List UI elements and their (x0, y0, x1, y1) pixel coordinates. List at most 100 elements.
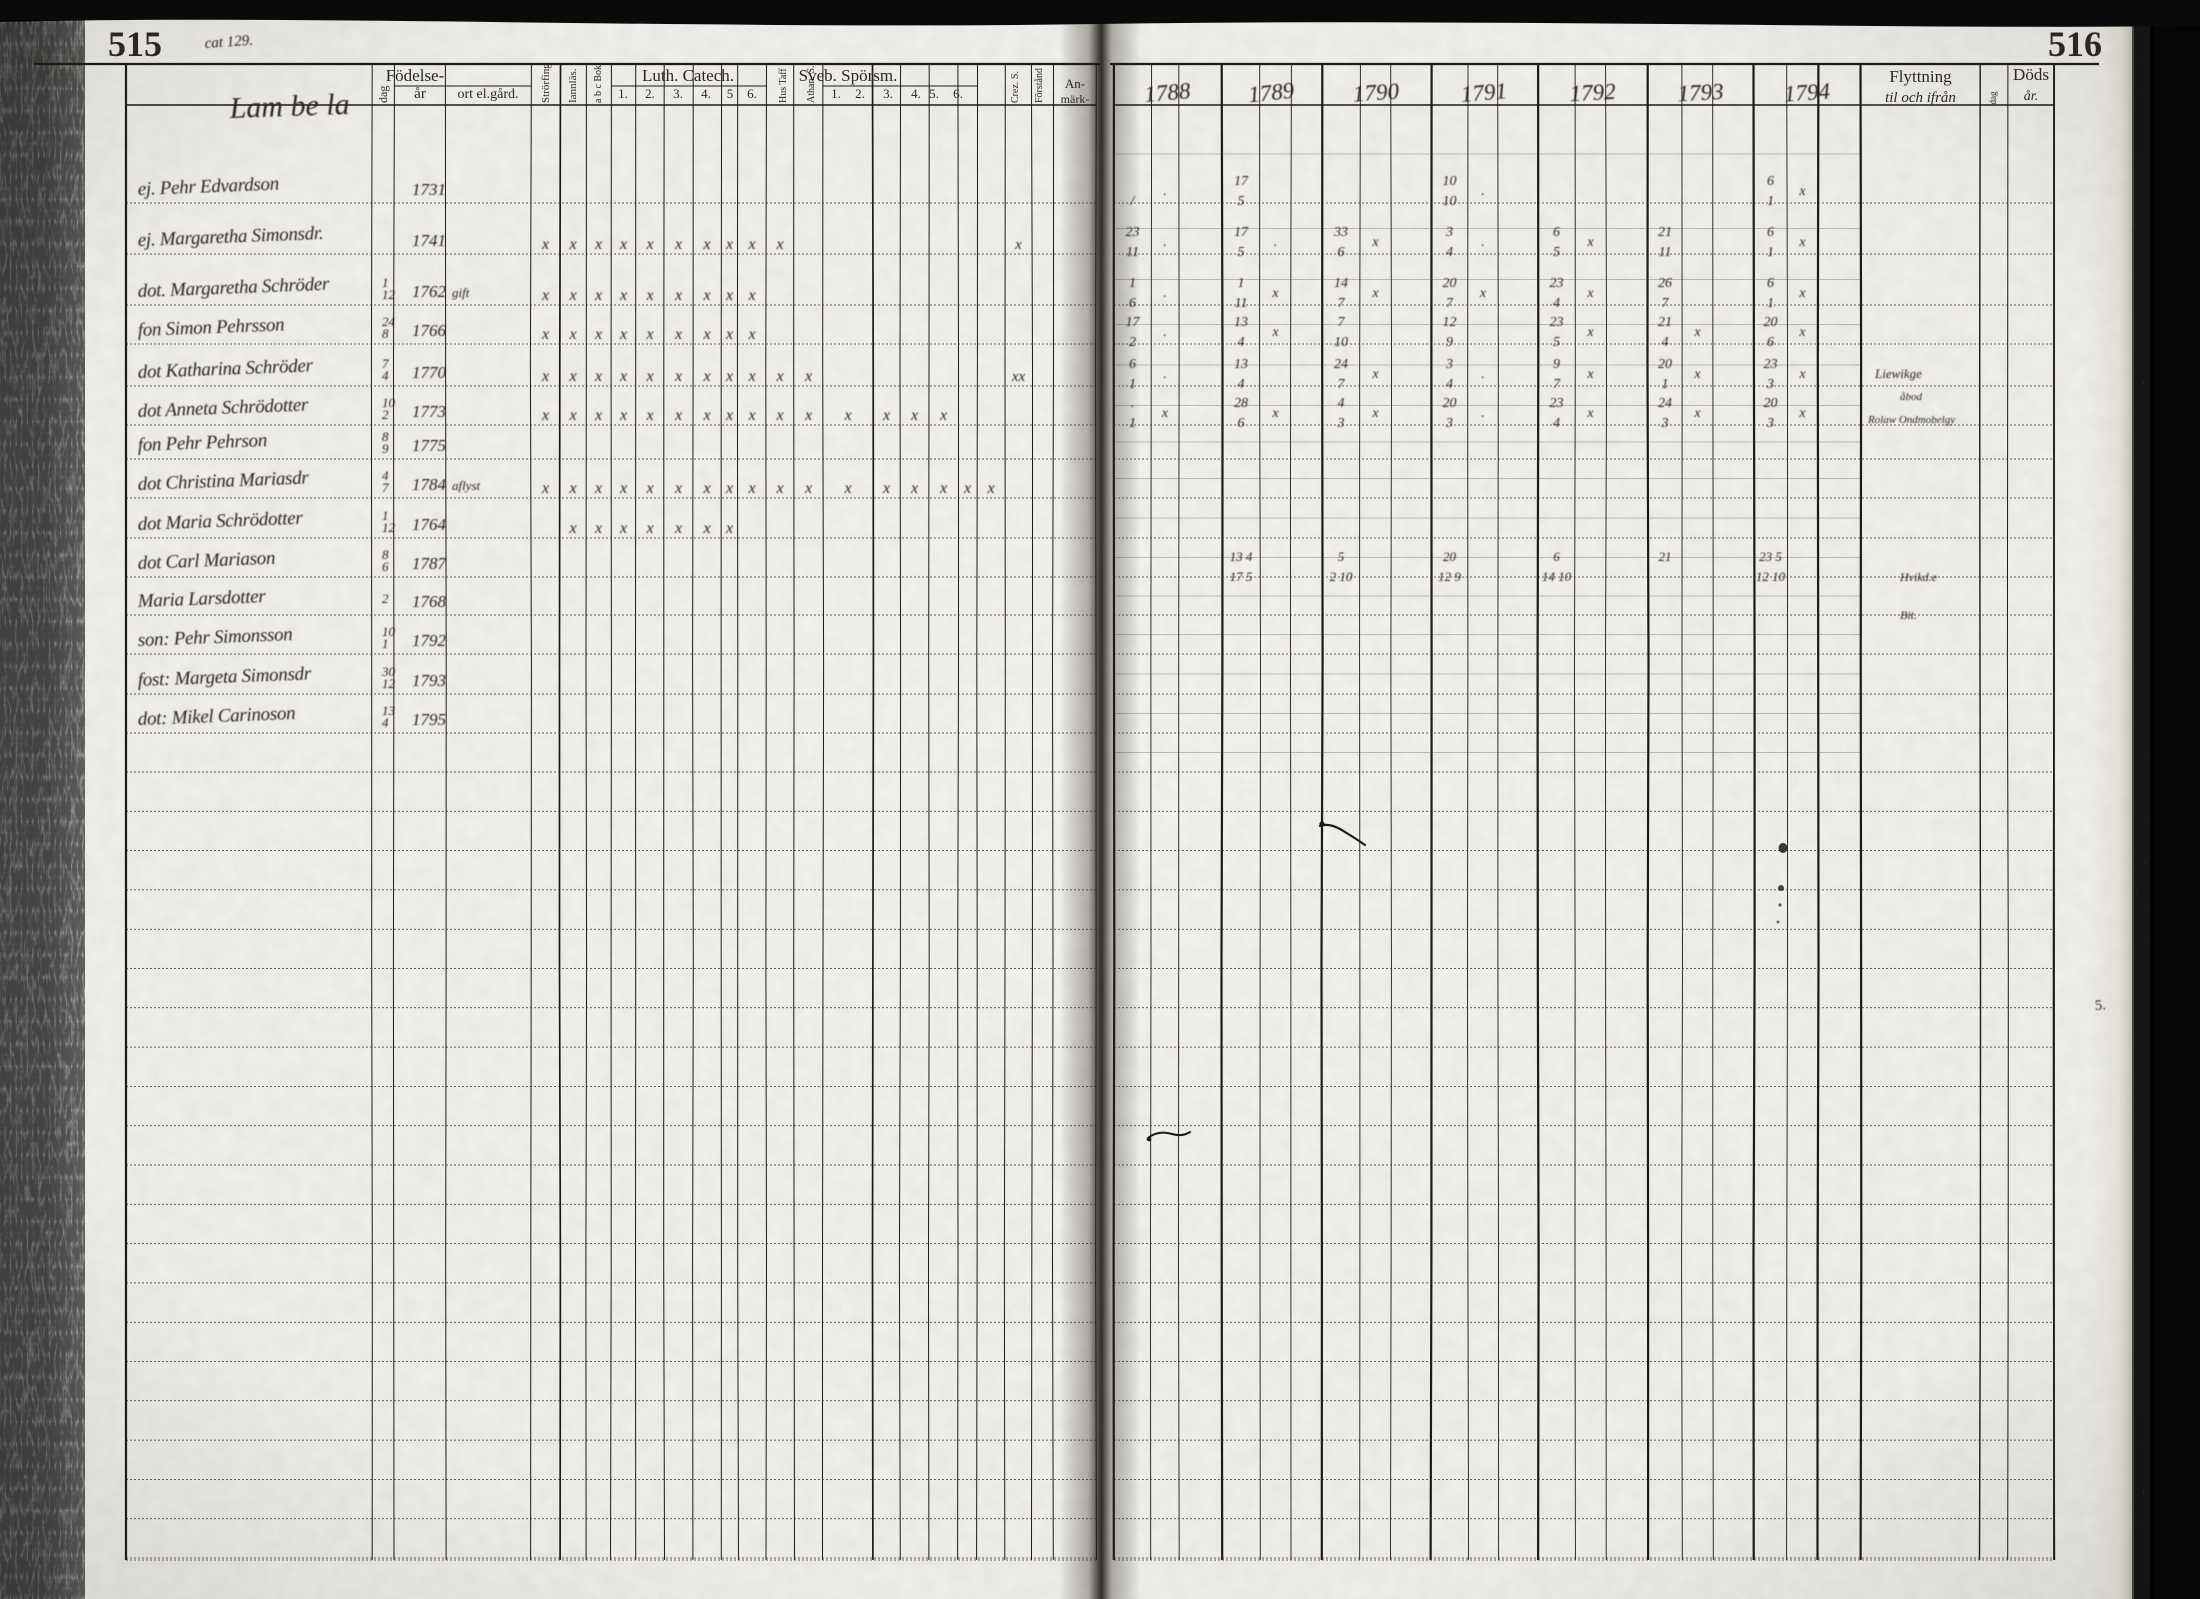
svg-text:1793: 1793 (412, 671, 446, 690)
svg-text:x: x (619, 326, 627, 343)
svg-text:1794: 1794 (1783, 78, 1831, 106)
svg-text:x: x (568, 236, 576, 253)
svg-text:.: . (1481, 367, 1485, 382)
svg-text:7: 7 (1338, 296, 1346, 311)
svg-text:21: 21 (1658, 225, 1672, 240)
svg-text:1784: 1784 (412, 475, 447, 494)
svg-text:12: 12 (382, 676, 396, 691)
svg-text:6: 6 (1553, 225, 1560, 240)
svg-text:5: 5 (1553, 245, 1560, 260)
svg-text:x: x (674, 326, 682, 343)
svg-text:20: 20 (1443, 276, 1457, 291)
svg-text:x: x (725, 326, 733, 343)
svg-text:x: x (963, 480, 971, 497)
svg-text:x: x (804, 407, 812, 424)
svg-text:3: 3 (1766, 377, 1774, 392)
svg-text:x: x (568, 368, 576, 385)
svg-text:1: 1 (1129, 416, 1136, 431)
svg-text:10: 10 (1443, 174, 1457, 189)
svg-text:.: . (1481, 235, 1485, 250)
svg-text:x: x (594, 326, 602, 343)
svg-text:2: 2 (382, 591, 389, 606)
svg-text:x: x (882, 407, 890, 424)
svg-text:17: 17 (1234, 174, 1249, 189)
svg-text:x: x (702, 520, 710, 537)
svg-text:x: x (939, 407, 947, 424)
svg-text:1789: 1789 (1247, 78, 1296, 108)
svg-text:1791: 1791 (1460, 78, 1508, 107)
svg-text:x: x (594, 236, 602, 253)
svg-text:x: x (702, 368, 710, 385)
svg-text:åbod: åbod (1900, 391, 1923, 403)
svg-text:/: / (1130, 194, 1136, 209)
svg-text:7: 7 (1662, 296, 1670, 311)
svg-text:4: 4 (1446, 377, 1453, 392)
svg-text:20: 20 (1443, 549, 1457, 564)
svg-text:9: 9 (1553, 357, 1560, 372)
svg-text:Maria Larsdotter: Maria Larsdotter (136, 586, 266, 612)
svg-text:20: 20 (1764, 315, 1778, 330)
svg-text:26: 26 (1658, 276, 1672, 291)
svg-text:6: 6 (1553, 549, 1560, 564)
svg-text:x: x (1586, 325, 1594, 340)
svg-text:x: x (702, 480, 710, 497)
svg-text:17: 17 (1234, 225, 1249, 240)
svg-text:fon Simon Pehrsson: fon Simon Pehrsson (137, 314, 284, 341)
svg-text:x: x (986, 480, 994, 497)
svg-text:.: . (1163, 184, 1167, 199)
svg-text:x: x (1586, 235, 1594, 250)
svg-text:.: . (1163, 367, 1167, 382)
svg-text:x: x (1798, 235, 1806, 250)
svg-text:x: x (910, 407, 918, 424)
svg-text:x: x (541, 368, 549, 385)
svg-text:1792: 1792 (412, 631, 447, 650)
svg-text:23: 23 (1126, 225, 1140, 240)
svg-text:x: x (1798, 367, 1806, 382)
svg-text:17: 17 (1126, 315, 1141, 330)
svg-text:x: x (725, 407, 733, 424)
svg-text:x: x (619, 480, 627, 497)
svg-text:cat 129.: cat 129. (204, 33, 253, 52)
svg-text:x: x (568, 407, 576, 424)
svg-text:23: 23 (1550, 276, 1564, 291)
svg-text:7: 7 (1338, 315, 1346, 330)
svg-text:2 10: 2 10 (1330, 569, 1353, 584)
svg-text:x: x (568, 520, 576, 537)
svg-text:2: 2 (1129, 335, 1136, 350)
svg-text:x: x (619, 368, 627, 385)
svg-text:23 5: 23 5 (1759, 549, 1782, 564)
svg-text:x: x (843, 480, 851, 497)
svg-text:ej. Margaretha Simonsdr.: ej. Margaretha Simonsdr. (137, 223, 323, 251)
svg-text:17 5: 17 5 (1230, 569, 1253, 584)
svg-text:x: x (594, 368, 602, 385)
svg-text:x: x (594, 520, 602, 537)
svg-text:1793: 1793 (1677, 79, 1724, 106)
svg-text:1766: 1766 (412, 321, 447, 340)
svg-text:20: 20 (1658, 357, 1672, 372)
svg-text:13 4: 13 4 (1230, 549, 1253, 564)
svg-text:1787: 1787 (412, 554, 448, 573)
svg-text:x: x (725, 368, 733, 385)
svg-text:6: 6 (1767, 335, 1774, 350)
svg-text:x: x (725, 236, 733, 253)
svg-text:x: x (804, 480, 812, 497)
svg-text:1770: 1770 (412, 363, 447, 382)
svg-text:9: 9 (1446, 335, 1453, 350)
svg-text:12 9: 12 9 (1438, 569, 1461, 584)
svg-text:1790: 1790 (1352, 78, 1400, 106)
svg-text:.: . (1274, 235, 1278, 250)
svg-text:x: x (645, 326, 653, 343)
svg-text:5: 5 (1553, 335, 1560, 350)
svg-text:x: x (747, 480, 755, 497)
svg-text:7: 7 (1553, 377, 1561, 392)
svg-text:x: x (541, 326, 549, 343)
svg-text:.: . (1131, 396, 1135, 411)
svg-text:x: x (674, 287, 682, 304)
svg-text:x: x (1693, 406, 1701, 421)
svg-text:x: x (619, 520, 627, 537)
svg-text:12: 12 (1443, 315, 1457, 330)
svg-text:23: 23 (1550, 315, 1564, 330)
svg-text:6: 6 (1767, 225, 1774, 240)
svg-text:x: x (725, 287, 733, 304)
svg-text:Rolaw Ondmobelgy: Rolaw Ondmobelgy (1867, 414, 1955, 426)
